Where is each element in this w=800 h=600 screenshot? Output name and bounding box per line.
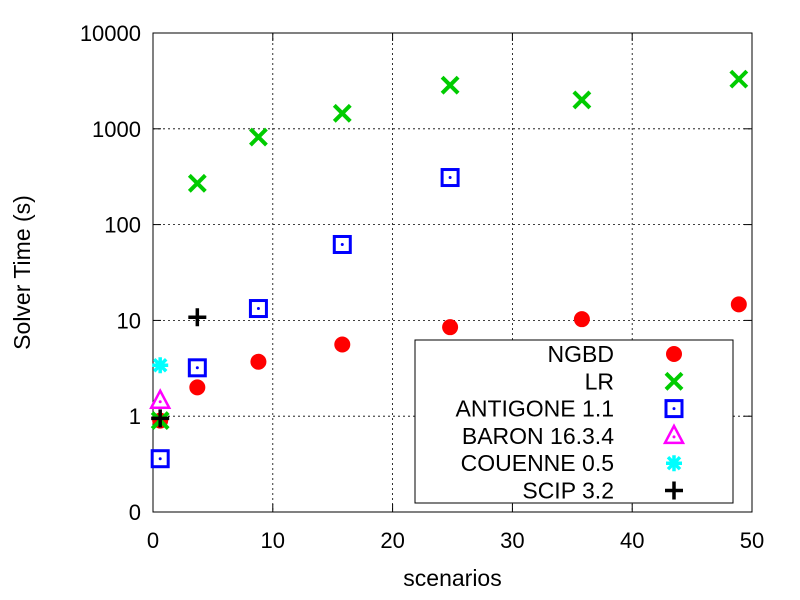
- marker-dot: [672, 407, 676, 411]
- marker-shape: [664, 399, 684, 419]
- marker-shape: [442, 319, 459, 336]
- y-tick-label: 1000: [92, 117, 141, 142]
- y-tick-label: 10000: [80, 21, 141, 46]
- x-tick-label: 20: [380, 528, 404, 553]
- data-points: [149, 69, 749, 469]
- point-antigone-1-1: [150, 449, 170, 469]
- marker-shape: [665, 481, 683, 500]
- marker-shape: [187, 358, 207, 378]
- point-lr: [572, 90, 592, 110]
- marker-shape: [189, 379, 206, 396]
- legend-marker-ngbd: [666, 346, 682, 362]
- point-antigone-1-1: [440, 168, 460, 188]
- x-tick-label: 0: [147, 528, 159, 553]
- point-ngbd: [573, 311, 590, 328]
- marker-shape: [729, 69, 749, 89]
- point-couenne-0-5: [152, 357, 169, 374]
- y-tick-label: 100: [104, 213, 141, 238]
- marker-shape: [332, 103, 352, 123]
- point-scip-3-2: [188, 308, 207, 327]
- marker-shape: [666, 346, 682, 362]
- y-tick-label: 10: [117, 308, 141, 333]
- point-scip-3-2: [151, 409, 170, 428]
- marker-shape: [662, 423, 686, 445]
- marker-shape: [334, 336, 351, 353]
- marker-shape: [249, 127, 268, 147]
- legend-label-scip-3-2: SCIP 3.2: [522, 478, 614, 504]
- marker-shape: [440, 75, 460, 95]
- legend-marker-lr: [664, 371, 684, 391]
- marker-shape: [152, 357, 169, 374]
- point-ngbd: [442, 319, 459, 336]
- marker-shape: [150, 449, 170, 469]
- point-baron-16-3-4: [149, 388, 172, 409]
- marker-dot: [158, 400, 162, 404]
- marker-shape: [332, 234, 352, 254]
- marker-shape: [250, 353, 267, 370]
- legend-label-ngbd: NGBD: [548, 341, 614, 367]
- legend-label-couenne-0-5: COUENNE 0.5: [461, 450, 614, 476]
- point-antigone-1-1: [187, 358, 207, 378]
- legend-marker-baron-16-3-4: [662, 423, 686, 445]
- marker-shape: [666, 455, 682, 472]
- marker-shape: [664, 371, 684, 391]
- marker-shape: [573, 311, 590, 328]
- y-tick-label: 0: [129, 500, 141, 525]
- point-lr: [249, 127, 268, 147]
- marker-shape: [730, 296, 747, 313]
- marker-dot: [340, 242, 344, 246]
- axis-ticks: 0 10 20 30 40 50 0 1 10 100 1000 10000: [80, 21, 764, 553]
- marker-shape: [572, 90, 592, 110]
- marker-shape: [248, 299, 268, 319]
- marker-dot: [256, 307, 260, 311]
- point-ngbd: [730, 296, 747, 313]
- marker-shape: [149, 388, 172, 409]
- plot-area-frame: [152, 32, 753, 513]
- legend-label-antigone-1-1: ANTIGONE 1.1: [456, 396, 614, 422]
- legend-label-lr: LR: [585, 368, 614, 394]
- marker-shape: [188, 308, 207, 327]
- y-tick-label: 1: [129, 404, 141, 429]
- x-tick-label: 30: [500, 528, 524, 553]
- y-axis-label: Solver Time (s): [9, 195, 35, 350]
- legend-marker-scip-3-2: [665, 481, 683, 500]
- x-tick-label: 10: [261, 528, 285, 553]
- x-axis-label: scenarios: [403, 565, 501, 591]
- point-ngbd: [189, 379, 206, 396]
- point-ngbd: [250, 353, 267, 370]
- x-tick-label: 40: [620, 528, 644, 553]
- point-lr: [729, 69, 749, 89]
- marker-dot: [158, 457, 162, 461]
- legend-marker-couenne-0-5: [666, 455, 682, 472]
- point-lr: [440, 75, 460, 95]
- marker-shape: [151, 409, 170, 428]
- marker-dot: [195, 366, 199, 370]
- legend-marker-antigone-1-1: [664, 399, 684, 419]
- legend-box: [414, 339, 734, 504]
- marker-dot: [448, 176, 452, 180]
- point-lr: [332, 103, 352, 123]
- marker-shape: [440, 168, 460, 188]
- marker-shape: [187, 173, 207, 193]
- x-tick-label: 50: [740, 528, 764, 553]
- point-ngbd: [334, 336, 351, 353]
- point-antigone-1-1: [332, 234, 352, 254]
- marker-dot: [672, 435, 676, 439]
- legend-label-baron-16-3-4: BARON 16.3.4: [462, 423, 614, 449]
- point-lr: [187, 173, 207, 193]
- point-antigone-1-1: [248, 299, 268, 319]
